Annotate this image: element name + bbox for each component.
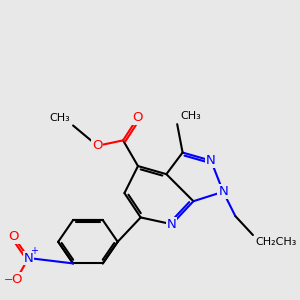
Text: CH₃: CH₃ — [180, 111, 201, 121]
Text: O: O — [133, 111, 143, 124]
Text: +: + — [30, 246, 38, 256]
Text: N: N — [206, 154, 216, 167]
Text: N: N — [24, 251, 33, 265]
Text: N: N — [167, 218, 177, 231]
Text: O: O — [11, 273, 22, 286]
Text: CH₃: CH₃ — [50, 113, 70, 123]
Text: O: O — [92, 139, 103, 152]
Text: O: O — [8, 230, 19, 243]
Text: N: N — [218, 185, 228, 198]
Text: CH₂CH₃: CH₂CH₃ — [256, 237, 297, 247]
Text: −: − — [4, 275, 14, 285]
